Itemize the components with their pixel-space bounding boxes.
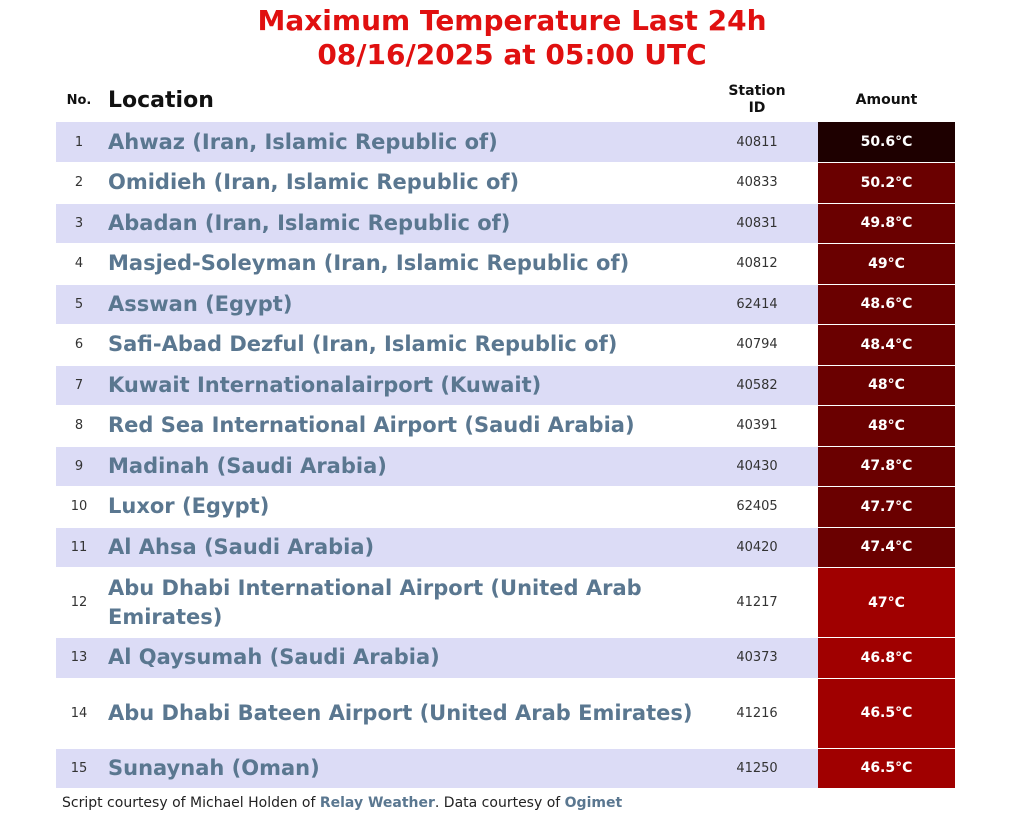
row-amount: 46.5°C	[818, 678, 955, 749]
row-station-id: 41250	[736, 760, 778, 776]
row-number: 8	[74, 418, 84, 434]
header-no: No.	[66, 92, 92, 108]
temperature-table: No. Location Station ID Amount 1 Ahwaz (Ir…	[56, 78, 955, 789]
row-station-id: 40833	[736, 175, 778, 191]
header-station-line2: ID	[748, 100, 766, 116]
row-number: 10	[70, 499, 88, 515]
row-location: Ahwaz (Iran, Islamic Republic of)	[108, 129, 498, 154]
table-row: 11 Al Ahsa (Saudi Arabia) 40420 47.4°C	[56, 527, 955, 568]
row-station-id: 40831	[736, 215, 778, 231]
row-number: 3	[74, 215, 84, 231]
row-location: Luxor (Egypt)	[108, 494, 270, 519]
row-amount: 49°C	[818, 243, 955, 285]
row-amount: 46.8°C	[818, 637, 955, 679]
row-amount: 48.4°C	[818, 324, 955, 366]
row-number: 13	[70, 650, 88, 666]
row-number: 11	[70, 539, 88, 555]
row-amount: 48°C	[818, 365, 955, 406]
row-number: 1	[74, 134, 84, 150]
row-number: 12	[70, 595, 88, 610]
footer-prefix: Script courtesy of Michael Holden of	[62, 795, 320, 811]
row-number: 4	[74, 256, 84, 272]
row-location: Al Ahsa (Saudi Arabia)	[108, 534, 375, 559]
table-row: 3 Abadan (Iran, Islamic Republic of) 40831…	[56, 203, 955, 244]
row-location: Masjed-Soleyman (Iran, Islamic Republic …	[108, 251, 630, 276]
table-row: 1 Ahwaz (Iran, Islamic Republic of) 40811 5…	[56, 122, 955, 163]
row-station-id: 40373	[736, 650, 778, 666]
table-header: No. Location Station ID Amount	[56, 78, 955, 122]
row-location: Al Qaysumah (Saudi Arabia)	[108, 645, 440, 670]
row-amount: 48.6°C	[818, 284, 955, 325]
row-station-id: 40811	[736, 134, 778, 150]
row-amount: 47°C	[818, 567, 955, 638]
header-station-line1: Station	[728, 83, 786, 99]
table-row: 13 Al Qaysumah (Saudi Arabia) 40373 46.8°C	[56, 637, 955, 679]
row-amount: 50.6°C	[818, 122, 955, 163]
header-amount: Amount	[855, 92, 918, 108]
row-location: Asswan (Egypt)	[108, 291, 293, 316]
header-station-id: Station ID	[696, 78, 818, 122]
row-amount: 50.2°C	[818, 162, 955, 204]
row-number: 2	[74, 175, 84, 191]
row-amount: 47.4°C	[818, 527, 955, 568]
row-station-id: 40391	[736, 418, 778, 434]
table-row: 5 Asswan (Egypt) 62414 48.6°C	[56, 284, 955, 325]
row-station-id: 40420	[736, 539, 778, 555]
row-station-id: 40794	[736, 337, 778, 353]
row-station-id: 62405	[736, 499, 778, 515]
row-station-id: 41216	[736, 705, 778, 721]
row-station-id: 62414	[736, 296, 778, 312]
ogimet-link[interactable]: Ogimet	[564, 795, 623, 811]
row-amount: 46.5°C	[818, 748, 955, 789]
page-title: Maximum Temperature Last 24h	[257, 4, 767, 37]
row-station-id: 41217	[736, 595, 778, 610]
table-row: 15 Sunaynah (Oman) 41250 46.5°C	[56, 748, 955, 789]
footer-credits: Script courtesy of Michael Holden of Rel…	[62, 795, 622, 811]
row-station-id: 40812	[736, 256, 778, 272]
row-number: 5	[74, 296, 84, 312]
row-location: Red Sea International Airport (Saudi Ara…	[108, 413, 635, 438]
row-number: 9	[74, 458, 84, 474]
row-station-id: 40582	[736, 377, 778, 393]
table-row: 4 Masjed-Soleyman (Iran, Islamic Republic…	[56, 243, 955, 285]
table-row: 6 Safi-Abad Dezful (Iran, Islamic Republi…	[56, 324, 955, 366]
row-amount: 47.8°C	[818, 446, 955, 487]
relay-weather-link[interactable]: Relay Weather	[319, 795, 435, 811]
row-location: Sunaynah (Oman)	[108, 755, 320, 780]
row-location: Omidieh (Iran, Islamic Republic of)	[108, 170, 520, 195]
row-amount: 49.8°C	[818, 203, 955, 244]
row-location: Abu Dhabi International Airport (United …	[108, 575, 642, 629]
table-row: 7 Kuwait Internationalairport (Kuwait) 405…	[56, 365, 955, 406]
row-amount: 48°C	[818, 405, 955, 447]
table-row: 10 Luxor (Egypt) 62405 47.7°C	[56, 486, 955, 528]
table-row: 14 Abu Dhabi Bateen Airport (United Arab …	[56, 678, 955, 749]
row-location: Abu Dhabi Bateen Airport (United Arab Em…	[108, 700, 693, 725]
row-number: 15	[70, 760, 88, 776]
table-row: 2 Omidieh (Iran, Islamic Republic of) 4083…	[56, 162, 955, 204]
page-subtitle: 08/16/2025 at 05:00 UTC	[317, 38, 707, 71]
table-row: 12 Abu Dhabi International Airport (Unite…	[56, 567, 955, 638]
row-station-id: 40430	[736, 458, 778, 474]
table-row: 9 Madinah (Saudi Arabia) 40430 47.8°C	[56, 446, 955, 487]
row-location: Madinah (Saudi Arabia)	[108, 453, 387, 478]
row-number: 6	[74, 337, 84, 353]
row-location: Safi-Abad Dezful (Iran, Islamic Republic…	[108, 332, 618, 357]
footer-middle: . Data courtesy of	[434, 795, 565, 811]
row-location: Kuwait Internationalairport (Kuwait)	[108, 372, 542, 397]
row-amount: 47.7°C	[818, 486, 955, 528]
row-number: 14	[70, 705, 88, 721]
row-location: Abadan (Iran, Islamic Republic of)	[108, 210, 511, 235]
row-number: 7	[74, 377, 84, 393]
header-location: Location	[108, 87, 214, 113]
table-row: 8 Red Sea International Airport (Saudi Ar…	[56, 405, 955, 447]
